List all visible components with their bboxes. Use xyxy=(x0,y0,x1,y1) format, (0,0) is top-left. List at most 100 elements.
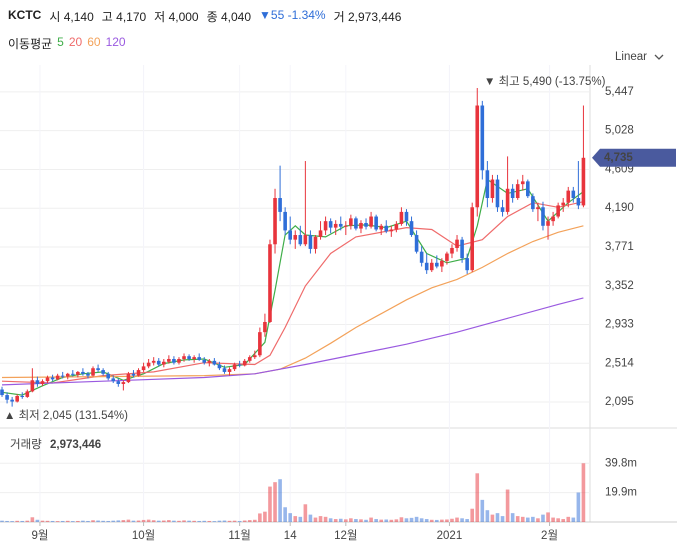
volume-bar xyxy=(419,518,424,522)
candle-body xyxy=(35,380,40,384)
candle-body xyxy=(394,223,399,230)
candle-body xyxy=(460,239,464,259)
candle-body xyxy=(71,373,75,375)
volume-bar xyxy=(81,520,85,522)
volume-bar xyxy=(146,519,151,522)
quote-value: 4,140 xyxy=(63,10,94,24)
candle-body xyxy=(465,258,469,271)
volume-bar xyxy=(141,519,146,522)
candle-body xyxy=(30,380,35,392)
volume-bar xyxy=(177,520,181,522)
candle-body xyxy=(399,211,404,224)
candle-body xyxy=(86,373,90,376)
candle-body xyxy=(217,364,222,369)
volume-bar xyxy=(293,516,298,522)
volume-bar xyxy=(344,519,348,522)
volume-bar xyxy=(551,517,555,522)
volume-bar xyxy=(71,521,75,522)
volume-bar xyxy=(156,520,161,522)
ma-legend: 이동평균 5 20 60 120 xyxy=(8,35,126,52)
volume-bar xyxy=(242,520,247,522)
volume-bar xyxy=(258,513,262,522)
candle-body xyxy=(369,216,373,227)
volume-bar xyxy=(576,492,581,522)
volume-bar xyxy=(237,520,242,522)
candle-body xyxy=(136,370,141,376)
x-tick-label: 14 xyxy=(284,530,297,542)
candle-body xyxy=(308,235,313,249)
candle-body xyxy=(76,371,80,375)
price-tag-label: 4,735 xyxy=(604,152,633,164)
candle-body xyxy=(515,184,520,199)
volume-bar xyxy=(536,518,540,522)
volume-bar xyxy=(278,479,282,522)
candle-body xyxy=(313,236,318,249)
quote-header: KCTC 시 4,140 고 4,170 저 4,000 종 4,040 ▼55… xyxy=(8,8,401,25)
candle-body xyxy=(25,391,30,397)
volume-bar xyxy=(450,518,454,522)
volume-bar xyxy=(106,520,110,522)
dropdown-icon xyxy=(654,54,664,60)
quote-value: 2,973,446 xyxy=(348,10,402,24)
candle-body xyxy=(60,375,65,377)
volume-bar xyxy=(485,510,490,522)
candle-body xyxy=(91,368,95,376)
candle-body xyxy=(303,235,308,245)
volume-bar xyxy=(207,520,212,522)
candle-body xyxy=(40,381,45,384)
volume-bar xyxy=(273,482,277,522)
volume-bar xyxy=(369,517,373,522)
candle-body xyxy=(409,221,414,236)
quote: 시 4,140 xyxy=(49,8,93,25)
candle-body xyxy=(222,368,227,372)
candle-body xyxy=(323,221,328,231)
candle-body xyxy=(333,223,338,228)
candle-body xyxy=(126,373,131,383)
volume-bar xyxy=(323,516,328,522)
volume-bar xyxy=(404,518,409,522)
candle-body xyxy=(263,321,267,333)
volume-bar xyxy=(561,519,566,522)
candle-body xyxy=(141,366,146,371)
quote-value: 4,040 xyxy=(220,10,252,24)
volume-bar xyxy=(490,514,495,522)
candle-body xyxy=(111,378,116,382)
candle-body xyxy=(162,361,166,365)
volume-bar xyxy=(167,520,171,522)
volume-bar xyxy=(65,520,70,522)
volume-value: 2,973,446 xyxy=(50,439,101,451)
candle-body xyxy=(571,190,576,199)
volume-bar xyxy=(435,519,439,522)
candle-body xyxy=(167,358,171,362)
volume-bar xyxy=(10,521,14,522)
volume-bar xyxy=(333,519,338,522)
candle-body xyxy=(344,225,348,227)
volume-bar xyxy=(232,520,237,522)
candle-body xyxy=(253,355,257,358)
volume-bar xyxy=(136,520,141,522)
candle-body xyxy=(364,223,368,227)
volume-bar xyxy=(91,520,95,522)
quote: 저 4,000 xyxy=(154,8,198,25)
candle-body xyxy=(546,221,550,226)
volume-bar xyxy=(566,516,571,522)
candle-body xyxy=(278,198,282,212)
volume-bar xyxy=(505,489,510,522)
volume-bar xyxy=(192,520,196,522)
volume-bar xyxy=(510,513,515,522)
volume-bar xyxy=(424,519,429,522)
volume-bar xyxy=(500,516,505,522)
volume-bar xyxy=(131,520,136,522)
candle-body xyxy=(541,207,545,226)
x-tick-label: 2월 xyxy=(541,529,558,542)
y-tick-label: 5,447 xyxy=(605,86,634,98)
candle-body xyxy=(247,357,252,361)
volume-bar xyxy=(263,511,267,522)
volume-bar xyxy=(202,520,207,522)
candle-body xyxy=(131,373,136,376)
candle-body xyxy=(242,360,247,366)
volume-bar xyxy=(45,520,50,522)
ma-label: 이동평균 xyxy=(8,37,53,51)
volume-bar xyxy=(268,486,272,522)
